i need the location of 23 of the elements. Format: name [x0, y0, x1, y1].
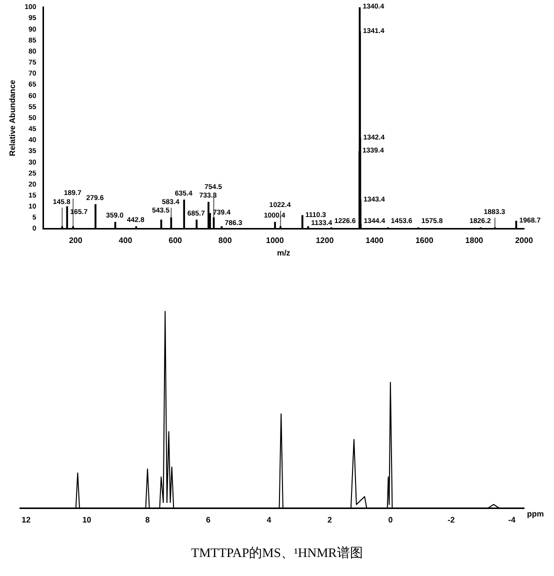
x-axis-title: ppm	[527, 510, 544, 519]
x-tick-label: -4	[508, 515, 516, 524]
x-tick-label: 2	[327, 515, 332, 524]
x-tick-label: 1400	[366, 236, 384, 245]
x-axis-title: m/z	[276, 248, 290, 258]
x-tick-label: 12	[22, 515, 32, 524]
x-tick-label: 1000	[266, 236, 284, 245]
x-tick-label: 800	[218, 236, 232, 245]
x-tick-label: 2000	[515, 236, 534, 245]
x-tick-label: 6	[206, 515, 212, 524]
y-axis-title: Relative Abundance	[8, 79, 18, 156]
x-tick-label: 4	[266, 515, 272, 524]
x-tick-label: 10	[82, 515, 92, 524]
x-tick-label: 400	[118, 236, 133, 245]
x-tick-label: 8	[145, 515, 150, 524]
x-tick-label: 0	[388, 515, 394, 524]
x-tick-label: 1600	[415, 236, 434, 245]
x-tick-label: 200	[68, 236, 83, 245]
x-tick-label: 1200	[316, 236, 334, 245]
text: TMTTPAP的MS、¹HNMR谱图	[190, 544, 364, 562]
x-tick-label: -2	[448, 515, 456, 524]
x-tick-label: 1800	[465, 236, 484, 245]
x-tick-label: 600	[168, 236, 183, 245]
